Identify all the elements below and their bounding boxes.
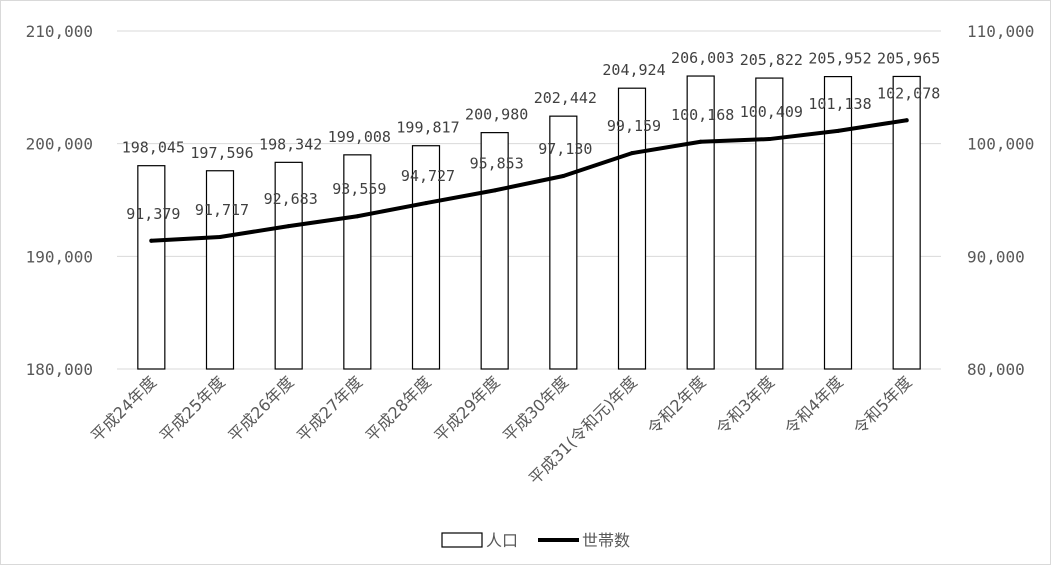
population-value-label: 205,965 [877,49,940,67]
population-bar [205,170,235,370]
x-category-label: 平成30年度 [499,372,572,445]
households-value-label: 92,683 [264,190,318,208]
households-point [355,214,360,219]
grid-layer [117,30,941,370]
households-value-label: 102,078 [877,84,940,102]
population-value-label: 198,342 [259,135,322,153]
households-point [561,174,566,179]
population-bar [823,76,853,370]
population-bars [137,75,921,370]
population-bar [755,77,784,370]
x-category-label: 平成25年度 [156,372,229,445]
population-value-label: 199,008 [328,128,391,146]
households-point [698,139,703,144]
households-value-label: 94,727 [401,167,455,185]
y-right-tick-label: 100,000 [967,135,1034,154]
population-value-label: 204,924 [602,61,665,79]
population-value-label: 199,817 [396,119,459,137]
x-category-label: 平成29年度 [430,372,503,445]
households-value-label: 100,409 [740,103,803,121]
population-bar [480,132,509,370]
legend: 人口 世帯数 [441,531,630,550]
population-bar [274,161,303,370]
population-bar [892,75,921,370]
households-point [218,234,222,239]
households-value-label: 99,159 [607,117,661,135]
population-bar [137,165,166,370]
population-value-label: 202,442 [534,89,597,107]
households-point [492,188,497,193]
households-point [836,128,840,133]
x-category-label: 令和5年度 [850,372,916,438]
households-value-label: 95,853 [470,154,524,172]
households-point [904,118,909,123]
households-value-label: 91,379 [126,205,180,223]
population-bar [549,115,578,370]
legend-label-households: 世帯数 [582,531,630,550]
households-point [767,137,772,142]
y-right-tick-label: 110,000 [967,22,1034,41]
population-value-label: 197,596 [190,144,253,162]
households-value-label: 100,168 [671,106,734,124]
households-point [630,151,634,156]
legend-label-population: 人口 [486,531,518,550]
population-value-label: 206,003 [671,49,734,67]
y-right-tick-label: 80,000 [967,360,1025,379]
population-bar [686,75,715,370]
population-bar [617,87,647,370]
population-bar [343,154,372,370]
households-value-label: 101,138 [808,95,871,113]
households-point [149,238,154,243]
households-value-label: 91,717 [195,201,249,219]
households-line [149,118,909,243]
x-category-label: 平成24年度 [87,372,160,445]
population-value-label: 198,045 [122,139,185,157]
population-value-label: 200,980 [465,106,528,124]
y-left-tick-label: 200,000 [26,135,93,154]
population-bar [411,145,441,370]
x-category-label: 令和4年度 [781,372,847,438]
x-category-label: 平成26年度 [224,372,297,445]
x-category-label: 平成28年度 [362,372,435,445]
population-value-label: 205,952 [808,50,871,68]
x-category-label: 平成27年度 [293,372,366,445]
population-value-label: 205,822 [740,51,803,69]
households-point [286,224,291,229]
y-left-tick-label: 190,000 [26,247,93,266]
legend-bar-swatch [441,532,483,548]
households-point [424,201,428,206]
y-left-tick-label: 180,000 [26,360,93,379]
y-right-tick-label: 90,000 [967,247,1025,266]
households-value-label: 93,559 [332,180,386,198]
x-category-label: 令和3年度 [712,372,778,438]
households-value-label: 97,130 [538,140,592,158]
x-category-label: 令和2年度 [644,372,710,438]
y-left-tick-label: 210,000 [26,22,93,41]
data-labels: 198,045 197,596 198,342 199,008 199,817 200,9… [122,49,941,223]
households-line-layer [149,118,909,243]
